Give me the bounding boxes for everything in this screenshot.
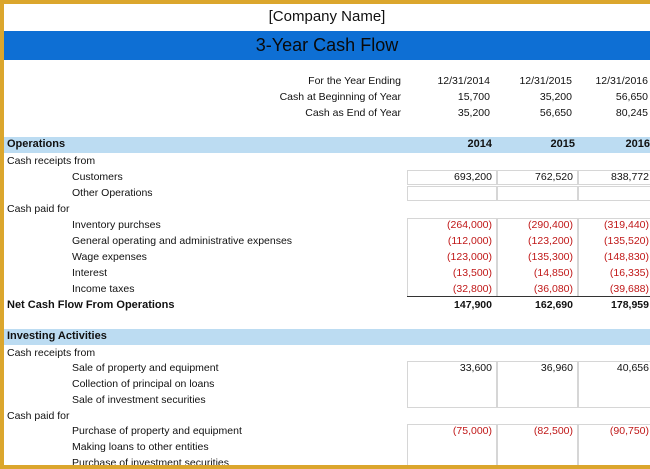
customers-2016[interactable]: 838,772 bbox=[611, 171, 649, 183]
expense-value[interactable]: (135,520) bbox=[604, 235, 649, 247]
payments-block-2016[interactable] bbox=[578, 424, 650, 465]
investing-header[interactable]: Investing Activities bbox=[7, 330, 107, 342]
sale-property-2015[interactable]: 36,960 bbox=[540, 362, 573, 374]
input-cell[interactable] bbox=[407, 186, 497, 201]
expense-block-2016[interactable] bbox=[578, 218, 650, 297]
cash-receipts-label: Cash receipts from bbox=[7, 155, 96, 167]
investing-payment-label: Purchase of property and equipment bbox=[72, 425, 242, 437]
sale-property-2014[interactable]: 33,600 bbox=[459, 362, 492, 374]
investing-payment-label: Making loans to other entities bbox=[72, 441, 209, 453]
expense-value[interactable]: (319,440) bbox=[604, 219, 649, 231]
summary-cell[interactable]: 35,200 bbox=[539, 91, 572, 103]
expense-label: Inventory purchses bbox=[72, 219, 161, 231]
sale-property-2016[interactable]: 40,656 bbox=[616, 362, 649, 374]
expense-value[interactable]: (148,830) bbox=[604, 251, 649, 263]
expense-value[interactable]: (123,000) bbox=[447, 251, 492, 263]
expense-value[interactable]: (14,850) bbox=[533, 267, 573, 279]
expense-value[interactable]: (112,000) bbox=[447, 235, 492, 247]
purchase-property-2015[interactable]: (82,500) bbox=[533, 425, 573, 437]
expense-value[interactable]: (135,300) bbox=[528, 251, 573, 263]
input-cell[interactable] bbox=[578, 186, 650, 201]
purchase-property-2016[interactable]: (90,750) bbox=[609, 425, 649, 437]
title-band: 3-Year Cash Flow bbox=[4, 31, 650, 60]
summary-cell[interactable]: 35,200 bbox=[457, 107, 490, 119]
summary-cell[interactable]: 12/31/2016 bbox=[595, 75, 648, 87]
expense-value[interactable]: (32,800) bbox=[452, 283, 492, 295]
expense-value[interactable]: (13,500) bbox=[452, 267, 492, 279]
total-separator bbox=[407, 296, 650, 297]
cash-paid-label: Cash paid for bbox=[7, 410, 70, 422]
investing-receipt-label: Collection of principal on loans bbox=[72, 378, 215, 390]
receipts-block-2016[interactable] bbox=[578, 361, 650, 408]
customers-2014[interactable]: 693,200 bbox=[454, 171, 492, 183]
expense-label: General operating and administrative exp… bbox=[72, 235, 293, 247]
expense-block-2015[interactable] bbox=[497, 218, 578, 297]
investing-header-band: Investing Activities bbox=[4, 329, 650, 345]
year-header-2016[interactable]: 2016 bbox=[625, 138, 650, 150]
cash-paid-label: Cash paid for bbox=[7, 203, 70, 215]
cash-receipts-label: Cash receipts from bbox=[7, 347, 96, 359]
summary-cell[interactable]: 80,245 bbox=[615, 107, 648, 119]
purchase-property-2014[interactable]: (75,000) bbox=[452, 425, 492, 437]
expense-value[interactable]: (39,688) bbox=[609, 283, 649, 295]
expense-value[interactable]: (264,000) bbox=[447, 219, 492, 231]
net-operations-2015[interactable]: 162,690 bbox=[535, 299, 573, 311]
payments-block-2014[interactable] bbox=[407, 424, 497, 465]
expense-value[interactable]: (16,335) bbox=[609, 267, 649, 279]
summary-label-cash-end: Cash as End of Year bbox=[305, 107, 401, 119]
expense-value[interactable]: (36,080) bbox=[533, 283, 573, 295]
customers-2015[interactable]: 762,520 bbox=[535, 171, 573, 183]
summary-cell[interactable]: 12/31/2015 bbox=[519, 75, 572, 87]
year-header-2014[interactable]: 2014 bbox=[467, 138, 492, 150]
payments-block-2015[interactable] bbox=[497, 424, 578, 465]
input-cell[interactable] bbox=[407, 170, 497, 185]
receipts-block-2015[interactable] bbox=[497, 361, 578, 408]
input-cell[interactable] bbox=[497, 186, 578, 201]
expense-label: Wage expenses bbox=[72, 251, 147, 263]
summary-label-cash-beginning: Cash at Beginning of Year bbox=[279, 91, 401, 103]
net-operations-2016[interactable]: 178,959 bbox=[611, 299, 649, 311]
customers-label: Customers bbox=[72, 171, 123, 183]
summary-cell[interactable]: 15,700 bbox=[457, 91, 490, 103]
operations-header[interactable]: Operations bbox=[7, 138, 66, 150]
sheet-title[interactable]: 3-Year Cash Flow bbox=[255, 35, 399, 55]
operations-header-band: Operations 2014 2015 2016 bbox=[4, 137, 650, 153]
other-operations-label: Other Operations bbox=[72, 187, 153, 199]
summary-cell[interactable]: 56,650 bbox=[539, 107, 572, 119]
year-header-2015[interactable]: 2015 bbox=[550, 138, 575, 150]
expense-value[interactable]: (123,200) bbox=[528, 235, 573, 247]
company-name[interactable]: [Company Name] bbox=[268, 8, 386, 25]
summary-cell[interactable]: 56,650 bbox=[615, 91, 648, 103]
expense-value[interactable]: (290,400) bbox=[528, 219, 573, 231]
net-operations-label: Net Cash Flow From Operations bbox=[7, 299, 175, 311]
investing-receipt-label: Sale of property and equipment bbox=[72, 362, 219, 374]
net-operations-2014[interactable]: 147,900 bbox=[454, 299, 492, 311]
investing-receipt-label: Sale of investment securities bbox=[72, 394, 206, 406]
input-cell[interactable] bbox=[497, 170, 578, 185]
expense-label: Income taxes bbox=[72, 283, 135, 295]
summary-cell[interactable]: 12/31/2014 bbox=[437, 75, 490, 87]
receipts-block-2014[interactable] bbox=[407, 361, 497, 408]
summary-label-year-ending: For the Year Ending bbox=[308, 75, 401, 87]
input-cell[interactable] bbox=[578, 170, 650, 185]
expense-label: Interest bbox=[72, 267, 108, 279]
investing-payment-label: Purchase of investment securities bbox=[72, 457, 229, 469]
